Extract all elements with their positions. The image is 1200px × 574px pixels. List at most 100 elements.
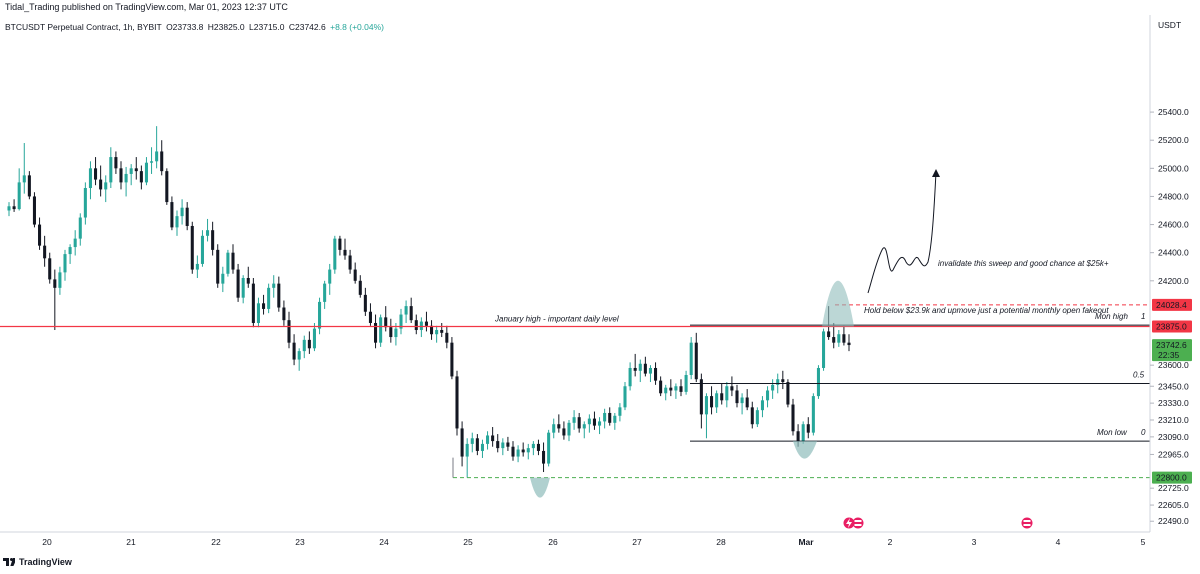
time-axis[interactable]: 20 21 22 23 24 25 26 27 28 Mar 2 3 4 5 [0,517,1150,548]
candle-body [552,424,556,433]
candle-body [816,367,820,397]
candle-body [68,247,72,255]
candle-body [338,238,342,250]
price-tag-label: 23875.0 [1156,322,1187,332]
candle-body [613,415,617,423]
candle-body [791,404,795,432]
time-tick-label: 26 [548,537,558,547]
fib-1-label: 1 [1141,312,1145,321]
candle-body [822,331,826,368]
candle-body [104,182,108,190]
price-tick-label: 25200.0 [1158,135,1189,145]
candle-body [811,396,815,433]
levels: January high - important daily level Mon … [0,304,1150,479]
candle-body [745,397,749,408]
candle-body [521,449,525,453]
candle-body [475,438,479,451]
time-tick-label: 28 [716,537,726,547]
candle-body [353,269,357,281]
event-us-flag-icon [852,517,864,529]
candle-body [806,424,810,433]
candle-body [221,273,225,284]
candle-body [307,339,311,349]
candle-body [740,397,744,404]
price-tag [1152,471,1192,484]
candle-body [231,252,235,270]
candle-body [22,175,26,183]
event-flash-icon [846,518,852,528]
candle-body [73,238,77,248]
candle-body [598,421,602,426]
candle-body [83,188,87,218]
price-tag-countdown: 22:35 [1158,350,1180,360]
time-tick-label: 25 [463,537,473,547]
tradingview-brand: TradingView [19,557,72,567]
candle-body [216,249,220,284]
price-tick-label: 23450.0 [1158,381,1189,391]
publish-info: Tidal_Trading published on TradingView.c… [5,2,288,12]
candle-body [48,258,52,280]
candle-body [832,337,836,343]
event-marker-stripe [854,524,862,526]
time-tick-label: Mar [798,537,814,547]
candle-body [516,449,520,457]
candle-body [368,311,372,323]
candle-body [526,448,530,453]
candle-body [760,400,764,411]
candle-body [358,280,362,295]
candle-body [704,396,708,415]
candle-body [384,317,388,328]
sweep-highlight-mon-low [793,441,817,459]
candle-body [766,390,770,401]
symbol-name[interactable]: BTCUSDT Perpetual Contract, 1h, BYBIT [5,22,162,32]
candle-body [847,342,851,346]
candles [7,126,851,478]
candle-body [430,325,434,335]
candle-body [531,443,535,449]
price-tick-label: 24200.0 [1158,276,1189,286]
candle-body [185,207,189,226]
price-tick-label: 24600.0 [1158,220,1189,230]
event-us-flag-icon [1021,517,1033,529]
candle-body [465,443,469,457]
candle-body [297,351,301,360]
candle-body [501,442,505,449]
candle-body [251,283,255,323]
candle-body [710,396,714,408]
candle-body [155,151,159,162]
candle-body [144,162,148,183]
fib-05-label: 0.5 [1133,370,1145,379]
price-tick-label: 23210.0 [1158,415,1189,425]
candle-body [409,306,413,321]
price-axis-unit: USDT [1158,20,1181,30]
candle-body [786,382,790,405]
candle-body [374,322,378,343]
candle-body [837,334,841,343]
candle-body [94,168,98,180]
candle-body [781,379,785,383]
candle-body [827,331,831,338]
candle-body [7,206,11,211]
candle-body [567,422,571,436]
sweep-highlight-high [822,280,854,327]
candle-body [150,161,154,163]
ohlc-open: O23733.8 [166,22,204,32]
candle-body [236,269,240,298]
candle-body [648,367,652,374]
candle-body [674,386,678,391]
candle-body [480,443,484,451]
price-tag [1152,320,1192,333]
time-tick-label: 21 [126,537,136,547]
candle-body [460,428,464,457]
candle-body [129,168,133,174]
price-axis[interactable]: USDT 25400.0 25200.0 25000.0 24800.0 24600.0 2… [1149,15,1192,532]
candle-body [175,216,179,228]
candle-body [694,342,698,380]
price-tick-label: 23600.0 [1158,360,1189,370]
candle-body [755,410,759,425]
candle-body [333,238,337,270]
time-tick-label: 4 [1056,537,1061,547]
invalidate-note: invalidate this sweep and good chance at… [938,259,1109,268]
candle-body [379,317,383,343]
